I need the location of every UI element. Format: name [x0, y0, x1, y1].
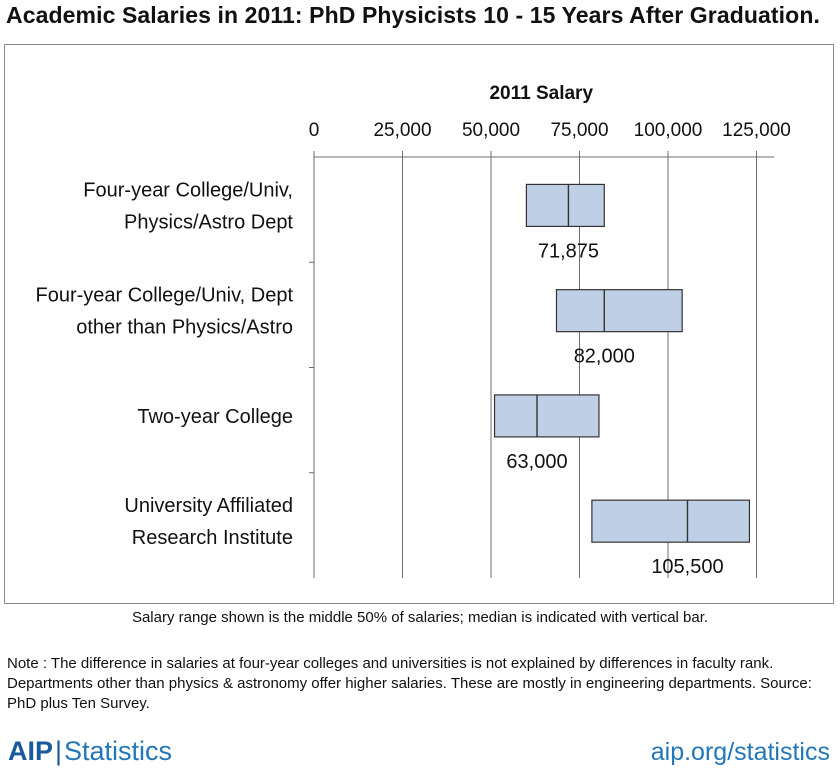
- aip-logo: AIP|Statistics: [8, 736, 172, 767]
- iqr-box: [525, 183, 605, 228]
- x-axis-title: 2011 Salary: [489, 83, 593, 104]
- category-label: Research Institute: [132, 527, 293, 549]
- x-tick-label: 75,000: [550, 120, 608, 141]
- x-tick-label: 25,000: [373, 120, 431, 141]
- chart-note: Note : The difference in salaries at fou…: [7, 655, 812, 712]
- logo-suffix: Statistics: [64, 736, 173, 766]
- chart-title: Academic Salaries in 2011: PhD Physicist…: [6, 2, 820, 28]
- iqr-box: [493, 394, 600, 438]
- category-label: Four-year College/Univ,: [83, 179, 293, 201]
- x-tick-label: 50,000: [462, 120, 520, 141]
- chart-caption: Salary range shown is the middle 50% of …: [131, 609, 709, 626]
- category-label: Physics/Astro Dept: [124, 211, 293, 233]
- median-label: 82,000: [574, 346, 635, 368]
- x-tick-label: 100,000: [634, 120, 703, 141]
- median-label: 105,500: [651, 556, 723, 578]
- footer-url[interactable]: aip.org/statistics: [650, 738, 830, 766]
- median-label: 63,000: [506, 451, 567, 473]
- logo-separator: |: [55, 736, 63, 766]
- category-label: Two-year College: [137, 406, 293, 428]
- median-label: 71,875: [538, 240, 599, 262]
- x-tick-label: 125,000: [722, 120, 791, 141]
- plot-area: 2011 Salary 0 25,000 50,000 75,000 100,000 125…: [4, 44, 834, 604]
- category-label: Four-year College/Univ, Dept: [35, 285, 293, 307]
- iqr-box: [555, 289, 683, 333]
- box-plot: 2011 Salary 0 25,000 50,000 75,000 100,000 125…: [35, 83, 791, 578]
- iqr-box: [591, 499, 751, 543]
- logo-text: AIP: [8, 736, 54, 766]
- category-label: other than Physics/Astro: [76, 317, 293, 339]
- category-label: University Affiliated: [124, 495, 293, 517]
- x-tick-label: 0: [309, 120, 320, 141]
